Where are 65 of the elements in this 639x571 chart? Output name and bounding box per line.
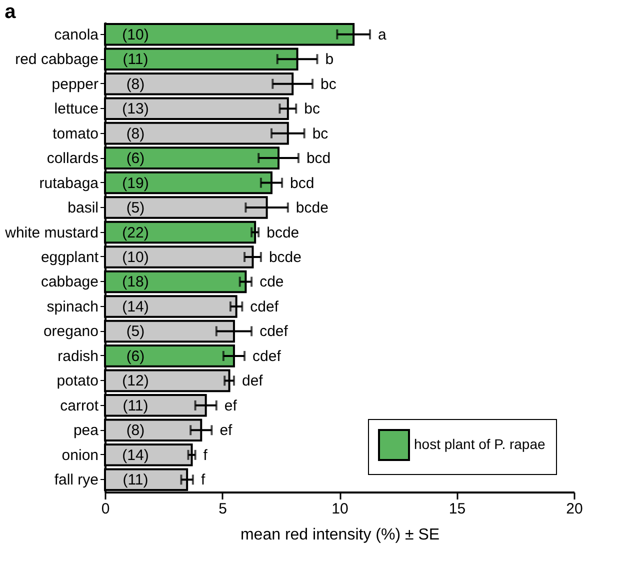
annotation: (18)	[122, 274, 149, 291]
x-tick-label: 15	[448, 500, 466, 518]
y-tick-label: red cabbage	[15, 51, 98, 68]
y-tick-label: spinach	[46, 298, 98, 316]
annotation: bcd	[290, 174, 314, 192]
annotation: bcde	[296, 200, 328, 217]
legend-label: host plant of P. rapae	[414, 436, 546, 452]
annotation: (8)	[126, 76, 145, 93]
y-tick-label: basil	[68, 200, 98, 217]
annotation: ef	[224, 397, 238, 414]
annotation: bc	[320, 76, 337, 93]
annotation: ef	[220, 422, 234, 440]
annotation: (5)	[126, 323, 145, 340]
annotation: f	[200, 472, 206, 489]
x-tick-label: 20	[566, 500, 583, 518]
chart-title: a	[4, 1, 17, 23]
annotation: cde	[260, 274, 284, 291]
x-axis-title: mean red intensity (%) ± SE	[240, 526, 440, 544]
y-tick-label: tomato	[52, 125, 98, 142]
annotation: bcde	[268, 249, 302, 266]
annotation: a	[378, 26, 387, 44]
annotation: bc	[304, 100, 320, 118]
annotation: bc	[312, 125, 329, 142]
annotation: (11)	[122, 51, 148, 68]
annotation: b	[325, 51, 334, 68]
x-tick-label: 0	[101, 500, 110, 518]
y-tick-label: canola	[54, 26, 100, 44]
annotation: (11)	[122, 472, 148, 489]
annotation: bcd	[306, 150, 331, 168]
annotation: (11)	[122, 397, 148, 414]
annotation: f	[203, 446, 208, 464]
annotation: cdef	[252, 348, 282, 365]
annotation: cdef	[260, 323, 289, 340]
annotation: (22)	[122, 224, 149, 242]
x-tick-label: 10	[332, 500, 348, 518]
annotation: (12)	[122, 372, 149, 390]
y-tick-label: lettuce	[54, 100, 98, 118]
annotation: bcde	[266, 224, 300, 242]
y-tick-label: cabbage	[40, 274, 98, 291]
y-tick-label: onion	[62, 446, 98, 464]
y-tick-label: potato	[56, 372, 98, 390]
y-tick-label: rutabaga	[39, 174, 100, 192]
annotation: (19)	[122, 174, 149, 192]
annotation: (5)	[126, 200, 145, 217]
annotation: (14)	[122, 298, 149, 316]
annotation: (14)	[122, 446, 149, 464]
y-tick-label: white mustard	[4, 224, 98, 242]
annotation: (10)	[122, 249, 149, 266]
annotation: (8)	[126, 422, 145, 440]
y-tick-label: carrot	[60, 397, 100, 414]
y-tick-label: collards	[46, 150, 98, 168]
y-tick-label: pepper	[52, 76, 98, 93]
annotation: (8)	[126, 125, 145, 142]
y-tick-label: pea	[73, 422, 100, 440]
annotation: cdef	[250, 298, 280, 316]
annotation: (13)	[122, 100, 149, 118]
y-tick-label: oregano	[43, 323, 98, 340]
y-tick-label: fall rye	[54, 472, 98, 489]
y-tick-label: eggplant	[40, 249, 100, 266]
annotation: (6)	[126, 348, 145, 365]
x-tick-label: 5	[218, 500, 227, 518]
y-tick-label: radish	[58, 348, 98, 365]
annotation: (6)	[126, 150, 145, 168]
annotation: (10)	[122, 26, 149, 44]
annotation: def	[242, 372, 264, 390]
